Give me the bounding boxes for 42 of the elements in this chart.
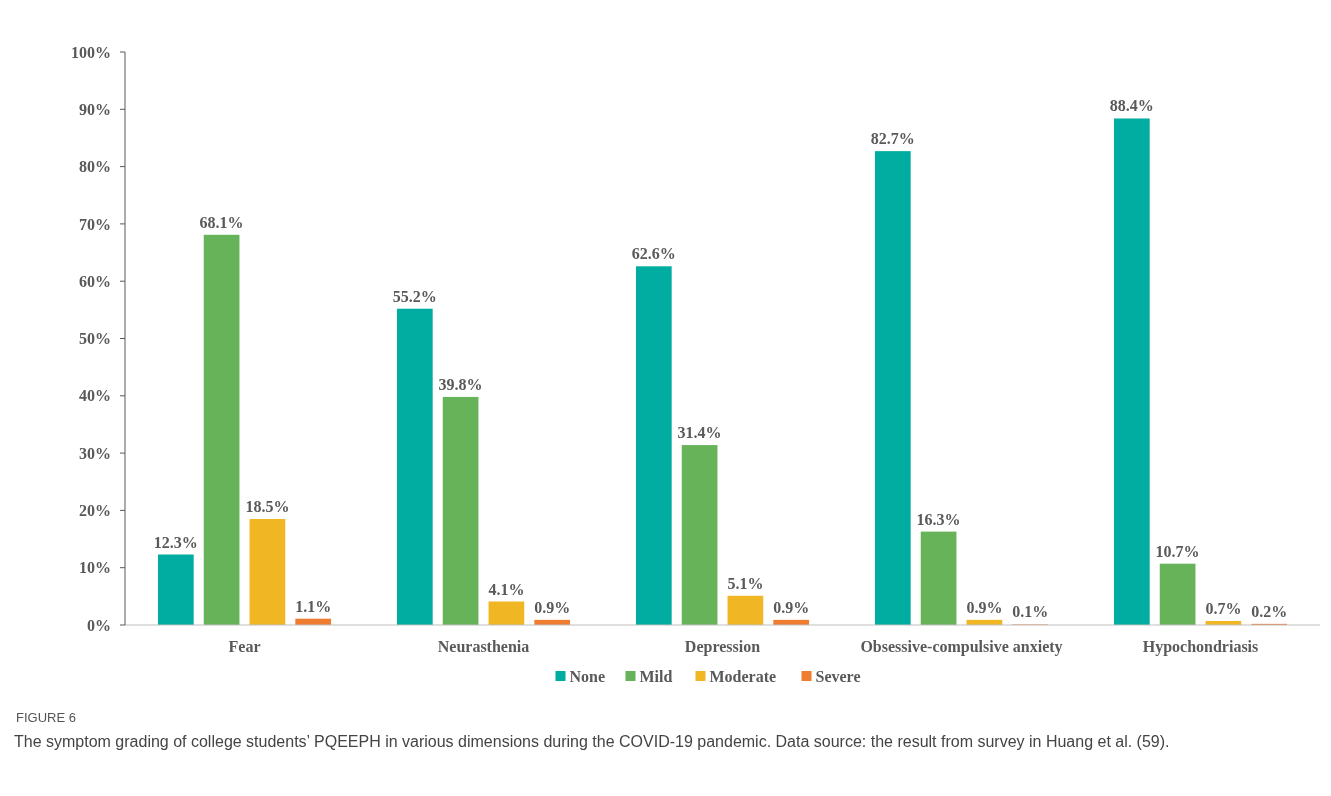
data-label: 1.1%: [295, 597, 332, 615]
x-tick-label: Obsessive-compulsive anxiety: [860, 638, 1063, 656]
data-label: 0.9%: [966, 598, 1003, 616]
y-tick-label: 30%: [79, 444, 111, 462]
y-tick-label: 10%: [79, 559, 111, 577]
legend-label: Mild: [639, 667, 673, 685]
y-tick-label: 60%: [79, 272, 111, 290]
data-label: 18.5%: [245, 497, 290, 515]
data-label: 10.7%: [1155, 542, 1200, 560]
x-tick-label: Neurasthenia: [437, 638, 530, 655]
y-tick-label: 100%: [71, 43, 111, 61]
data-label: 68.1%: [199, 213, 244, 231]
legend-label: None: [569, 667, 606, 685]
data-label: 82.7%: [870, 130, 915, 148]
legend-label: Severe: [815, 667, 861, 685]
data-label: 0.9%: [773, 598, 810, 616]
x-tick-label: Fear: [228, 638, 261, 655]
y-tick-label: 0%: [87, 616, 111, 634]
data-label: 55.2%: [392, 287, 437, 305]
data-label: 0.1%: [1012, 603, 1049, 621]
data-label: 0.7%: [1205, 599, 1242, 617]
y-tick-label: 20%: [79, 502, 111, 519]
data-label: 88.4%: [1109, 97, 1154, 115]
x-tick-label: Hypochondriasis: [1142, 638, 1259, 656]
data-label: 39.8%: [438, 375, 483, 393]
data-label: 31.4%: [677, 424, 722, 442]
data-label: 4.1%: [488, 580, 525, 598]
y-tick-label: 50%: [79, 330, 111, 348]
caption: FIGURE 6: [16, 710, 76, 725]
data-label: 62.6%: [631, 245, 676, 263]
y-tick-label: 70%: [79, 215, 111, 233]
data-label: 0.9%: [534, 598, 571, 616]
data-label: 0.2%: [1251, 602, 1288, 620]
y-tick-label: 40%: [79, 387, 111, 405]
x-tick-label: Depression: [684, 638, 761, 656]
text: The symptom grading of college students’ PQEEPH in various dimensions during the COVID-19 pandemic. Data source: the result from survey in Huang et al. (59).: [14, 732, 1171, 752]
legend-label: Moderate: [709, 667, 777, 685]
y-tick-label: 90%: [79, 100, 111, 118]
data-label: 12.3%: [153, 533, 198, 551]
data-label: 5.1%: [727, 574, 764, 592]
y-tick-label: 80%: [79, 158, 111, 176]
data-label: 16.3%: [916, 510, 961, 528]
